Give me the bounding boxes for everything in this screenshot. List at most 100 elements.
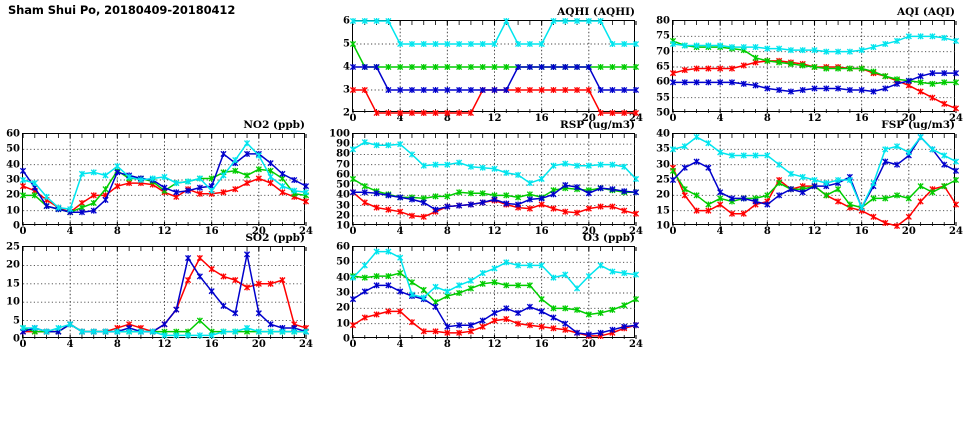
series-marker-so2-cyan-23 [291, 328, 298, 335]
series-marker-aqhi-red-8 [444, 109, 451, 117]
xtick-aqhi-2: 8 [443, 113, 451, 124]
series-marker-o3-red-7 [432, 328, 439, 335]
series-marker-rsp-cyan-10 [467, 163, 474, 170]
series-marker-rsp-blue-18 [562, 182, 569, 189]
xtick-aqhi-1: 4 [396, 113, 404, 124]
series-marker-aqi-cyan-21 [917, 33, 924, 40]
series-marker-rsp-blue-2 [373, 190, 380, 197]
series-marker-o3-blue-9 [456, 322, 463, 329]
series-marker-aqhi-cyan-20 [585, 17, 592, 25]
series-marker-rsp-cyan-15 [526, 180, 533, 187]
xtick-no2-2: 8 [113, 226, 121, 237]
series-marker-fsp-cyan-9 [776, 161, 783, 168]
series-marker-fsp-cyan-22 [929, 146, 936, 153]
series-marker-aqhi-cyan-13 [503, 17, 510, 25]
series-marker-aqhi-blue-11 [479, 86, 486, 94]
series-marker-fsp-red-6 [740, 210, 747, 217]
series-marker-rsp-blue-21 [597, 185, 604, 192]
series-marker-aqhi-red-7 [432, 109, 439, 117]
series-marker-fsp-green-3 [705, 201, 712, 208]
ytick-rsp-7: 80 [336, 148, 350, 160]
series-marker-o3-cyan-6 [420, 294, 427, 301]
xtick-so2-5: 20 [251, 339, 266, 350]
series-marker-rsp-red-24 [632, 210, 640, 217]
series-marker-no2-green-1 [31, 192, 38, 199]
series-marker-aqi-green-14 [835, 65, 842, 72]
series-marker-so2-cyan-15 [196, 332, 203, 339]
series-marker-rsp-blue-12 [491, 196, 498, 203]
series-marker-aqi-red-22 [929, 94, 936, 101]
series-marker-aqi-green-9 [776, 59, 783, 66]
ytick-fsp-6: 40 [656, 128, 670, 140]
xtick-rsp-3: 12 [487, 226, 502, 237]
plot-area-fsp: 10 15 20 25 30 35 40 0 4 8 12 16 20 24 [656, 129, 963, 238]
series-marker-no2-cyan-3 [55, 204, 62, 211]
series-marker-fsp-cyan-1 [681, 143, 688, 150]
series-marker-fsp-blue-11 [799, 189, 806, 196]
xtick-o3-6: 24 [629, 339, 643, 350]
series-marker-aqhi-blue-9 [456, 86, 463, 94]
series-marker-aqi-cyan-19 [893, 37, 901, 44]
series-marker-o3-cyan-24 [632, 271, 640, 278]
series-marker-rsp-blue-16 [538, 195, 545, 202]
series-marker-aqhi-blue-1 [361, 63, 368, 71]
series-marker-aqhi-blue-8 [444, 86, 451, 94]
series-marker-aqi-blue-2 [693, 79, 700, 86]
series-marker-so2-cyan-18 [232, 328, 239, 335]
series-marker-aqi-blue-11 [799, 86, 806, 94]
series-marker-fsp-blue-2 [693, 158, 700, 165]
series-marker-aqi-green-13 [823, 65, 830, 72]
series-marker-aqhi-blue-10 [467, 86, 474, 94]
series-marker-no2-cyan-6 [90, 169, 97, 176]
series-marker-aqi-cyan-1 [681, 42, 688, 49]
ytick-no2-5: 50 [6, 143, 20, 155]
series-marker-aqhi-red-1 [361, 86, 368, 94]
ytick-so2-3: 15 [6, 278, 20, 290]
series-marker-aqi-cyan-10 [787, 47, 794, 54]
series-marker-no2-blue-24 [302, 183, 310, 190]
series-marker-aqhi-cyan-19 [573, 17, 581, 25]
series-marker-no2-cyan-0 [19, 176, 27, 184]
ytick-fsp-0: 10 [656, 220, 670, 232]
series-marker-o3-cyan-3 [385, 248, 392, 255]
series-marker-no2-blue-14 [185, 187, 192, 194]
series-marker-o3-red-15 [526, 322, 533, 329]
series-marker-so2-cyan-7 [102, 328, 109, 335]
series-marker-aqhi-cyan-10 [467, 40, 474, 48]
series-marker-no2-red-18 [232, 186, 239, 193]
series-marker-fsp-red-17 [870, 213, 877, 220]
series-marker-aqhi-cyan-0 [349, 17, 357, 25]
series-marker-o3-cyan-21 [597, 262, 604, 269]
xtick-no2-0: 0 [19, 226, 27, 237]
ytick-aqhi-3: 5 [343, 38, 350, 50]
xtick-aqi-2: 8 [763, 113, 771, 124]
series-marker-aqi-cyan-23 [941, 34, 948, 41]
series-marker-aqi-cyan-8 [764, 45, 771, 52]
series-marker-rsp-green-14 [515, 194, 522, 201]
ytick-aqhi-4: 6 [343, 15, 350, 27]
ytick-so2-4: 20 [6, 259, 20, 271]
series-marker-no2-cyan-22 [279, 183, 286, 190]
xtick-o3-0: 0 [349, 339, 357, 350]
ytick-rsp-9: 100 [329, 128, 350, 140]
series-marker-aqi-cyan-24 [952, 37, 960, 44]
series-marker-fsp-cyan-14 [835, 176, 842, 184]
series-marker-aqi-cyan-14 [835, 48, 842, 55]
ytick-so2-0: 0 [13, 333, 20, 345]
series-marker-aqhi-red-3 [385, 109, 392, 117]
chart-panel-fsp: FSP (ug/m3) 10 15 20 25 30 35 40 0 4 8 12 16 20 24 [656, 119, 963, 238]
series-marker-o3-cyan-9 [456, 282, 463, 289]
series-marker-rsp-blue-23 [621, 188, 628, 195]
series-marker-fsp-blue-10 [787, 186, 794, 193]
series-marker-rsp-cyan-11 [479, 164, 486, 171]
series-marker-fsp-cyan-19 [893, 143, 901, 150]
series-marker-fsp-green-13 [823, 192, 830, 199]
series-marker-o3-cyan-15 [526, 262, 533, 269]
series-marker-fsp-green-22 [929, 189, 936, 196]
series-marker-aqi-blue-24 [952, 70, 960, 77]
ytick-fsp-2: 20 [656, 189, 670, 201]
series-marker-o3-blue-17 [550, 314, 557, 321]
series-marker-o3-blue-12 [491, 309, 498, 316]
series-marker-rsp-cyan-8 [444, 161, 451, 168]
series-marker-rsp-blue-19 [573, 184, 581, 191]
